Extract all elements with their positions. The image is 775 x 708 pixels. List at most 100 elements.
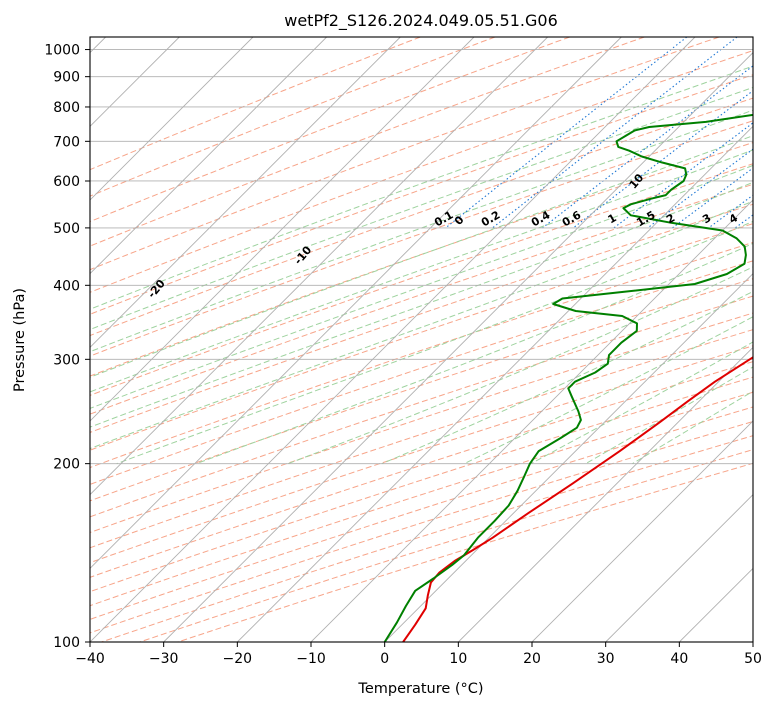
mixing-ratio-label: 1	[606, 211, 619, 226]
isotherm-line	[90, 37, 696, 642]
moist-adiabat-line	[381, 290, 753, 465]
isotherm-line	[458, 346, 753, 642]
dry-adiabat-line	[101, 435, 753, 642]
mixing-ratio-label: 3	[700, 211, 713, 226]
isotherm-line	[679, 567, 753, 642]
y-tick-label: 400	[53, 278, 80, 294]
dry-adiabat-line	[90, 50, 753, 293]
dry-adiabat-line	[90, 278, 753, 502]
x-tick-label: 20	[523, 651, 541, 667]
mixing-ratio-line	[734, 214, 753, 229]
x-tick-label: −40	[75, 651, 105, 667]
moist-adiabat-line	[463, 316, 753, 465]
moist-adiabat-line	[90, 149, 753, 393]
y-tick-label: 200	[53, 457, 80, 473]
y-tick-label: 600	[53, 174, 80, 190]
isotherm-line	[237, 125, 753, 642]
moist-adiabat-line	[90, 164, 753, 409]
isotherm-line	[90, 37, 548, 496]
x-tick-label: −10	[296, 651, 326, 667]
isotherm-line	[531, 420, 753, 642]
isotherm-line	[605, 494, 753, 642]
moist-adiabat-line	[90, 86, 753, 331]
x-tick-label: 30	[597, 651, 615, 667]
isotherm-line	[90, 37, 327, 275]
dry-adiabat-line	[90, 203, 753, 433]
grid-lines	[90, 37, 753, 642]
moist-adiabat-line	[90, 135, 753, 378]
reference-line-labels: 0.10.20.40.611.5234-100-90-80-70-60-50-4…	[145, 147, 775, 301]
dry-adiabat-line	[90, 120, 753, 357]
x-axis-title: Temperature (°C)	[357, 681, 483, 697]
isotherm-line	[752, 641, 753, 642]
dry-adiabat-line	[90, 345, 753, 564]
dry-adiabat-line	[90, 312, 753, 534]
dry-adiabat-line	[90, 37, 720, 271]
x-tick-label: 10	[449, 651, 467, 667]
y-tick-label: 300	[53, 352, 80, 368]
dewpoint-profile-line	[383, 113, 753, 642]
dry-adiabat-line	[90, 37, 421, 171]
mixing-ratio-label: 0.4	[529, 208, 553, 229]
y-tick-label: 700	[53, 134, 80, 150]
dry-adiabat-label: 20	[766, 147, 775, 167]
x-tick-label: −20	[223, 651, 253, 667]
isotherm-line	[90, 37, 254, 201]
isotherm-line	[90, 37, 622, 569]
moist-adiabat-line	[632, 390, 753, 465]
plot-frame	[89, 36, 754, 643]
y-axis: 100 200 300 400 500 600 700 800 900 1000	[44, 43, 90, 651]
dry-adiabat-label: 0	[452, 213, 467, 227]
x-tick-label: −30	[149, 651, 179, 667]
mixing-ratio-line	[572, 90, 753, 229]
isotherm-line	[384, 273, 753, 642]
isotherm-line	[163, 52, 753, 642]
isotherm-line	[90, 37, 401, 348]
dry-adiabat-line	[90, 361, 753, 578]
temperature-profile-line	[402, 356, 753, 642]
isotherm-line	[90, 37, 475, 422]
dry-adiabat-line	[90, 260, 753, 485]
dry-adiabat-line	[90, 183, 753, 415]
dry-adiabat-line	[90, 376, 753, 593]
y-tick-label: 1000	[44, 43, 80, 59]
mixing-ratio-line	[672, 167, 753, 229]
y-axis-title: Pressure (hPa)	[12, 288, 28, 392]
y-tick-label: 100	[53, 635, 80, 651]
mixing-ratio-line	[708, 194, 753, 229]
dry-adiabat-line	[90, 37, 570, 223]
dry-adiabat-line	[90, 97, 753, 337]
y-tick-label: 800	[53, 100, 80, 116]
dry-adiabat-label: -10	[292, 243, 315, 267]
dry-adiabat-line	[90, 329, 753, 549]
x-tick-label: 50	[744, 651, 762, 667]
x-tick-label: 0	[380, 651, 389, 667]
x-tick-label: 40	[670, 651, 688, 667]
x-axis: −40 −30 −20 −10 0 10 20 30 40 50	[75, 642, 762, 667]
dry-adiabat-line	[90, 142, 753, 377]
dry-adiabat-line	[90, 295, 753, 518]
dry-adiabat-line	[90, 37, 496, 197]
moist-adiabat-line	[90, 200, 753, 450]
mixing-ratio-line	[492, 37, 738, 229]
moist-adiabat-line	[530, 341, 753, 465]
dry-adiabat-line	[177, 462, 753, 642]
mixing-ratio-line	[542, 65, 753, 229]
dry-adiabat-line	[90, 74, 753, 315]
dry-adiabat-line	[90, 241, 753, 469]
dry-adiabat-label: 10	[627, 171, 647, 191]
dry-adiabat-line	[90, 223, 753, 451]
moist-adiabat-line	[90, 181, 753, 428]
mixing-ratio-line	[613, 122, 753, 229]
background-reference-lines	[90, 37, 753, 642]
y-tick-label: 500	[53, 221, 80, 237]
dry-adiabat-line	[90, 37, 645, 247]
chart-title: wetPf2_S126.2024.049.05.51.G06	[284, 11, 558, 31]
dry-adiabat-line	[90, 163, 753, 396]
moist-adiabat-line	[90, 109, 753, 353]
sounding-profiles	[383, 113, 753, 642]
dry-adiabat-line	[90, 391, 753, 607]
isotherm-line	[310, 199, 753, 642]
y-tick-label: 900	[53, 70, 80, 86]
